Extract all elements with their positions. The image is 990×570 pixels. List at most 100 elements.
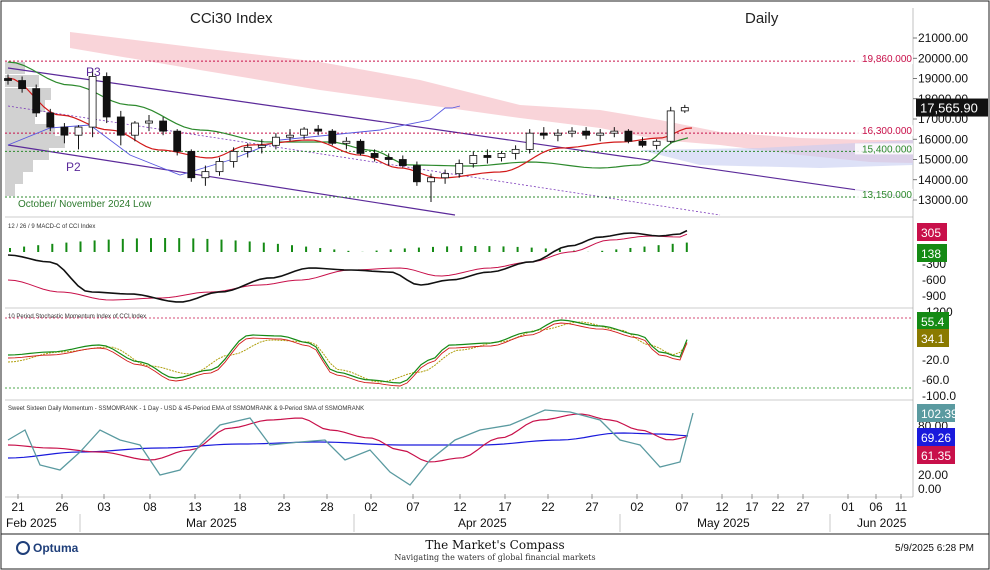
level-label-2: 15,400.000 xyxy=(862,144,912,155)
macd-tick-label-2: -900 xyxy=(922,289,946,303)
price-tick-label-6: 15000.00 xyxy=(918,153,968,167)
candle-body-45 xyxy=(638,140,647,146)
candle-body-22 xyxy=(314,128,323,132)
level-label-bg-0 xyxy=(855,53,913,65)
level-label-1: 16,300.000 xyxy=(862,126,912,137)
x-day-label-13: 27 xyxy=(585,500,599,514)
candle-body-41 xyxy=(582,130,590,136)
candle-body-1 xyxy=(18,80,27,90)
momentum-rank-line xyxy=(7,409,694,486)
candle-body-25 xyxy=(356,140,365,154)
x-day-label-22: 11 xyxy=(895,500,908,514)
price-tick-label-0: 21000.00 xyxy=(918,31,968,45)
stoch-value-label-0: 55.4 xyxy=(921,315,945,329)
x-day-label-14: 02 xyxy=(630,500,644,514)
candle-body-32 xyxy=(455,163,464,175)
macd-title: 12 / 26 / 9 MACD-C of CCI Index xyxy=(8,224,95,230)
annotation-oct-nov-low: October/ November 2024 Low xyxy=(18,199,152,210)
candle-body-39 xyxy=(554,132,562,136)
x-day-label-9: 07 xyxy=(406,500,420,514)
candle-body-44 xyxy=(624,130,633,142)
last-price-label: 17,565.90 xyxy=(920,101,978,116)
footer-brand[interactable]: Optuma xyxy=(16,541,78,555)
candle-body-7 xyxy=(102,76,111,118)
footer-timestamp: 5/9/2025 6:28 PM xyxy=(895,543,974,554)
price-tick-label-2: 19000.00 xyxy=(918,72,968,86)
candle-body-46 xyxy=(652,140,661,146)
momentum-title: Sweet Sixteen Daily Momentum - SSMOMRANK… xyxy=(8,406,364,412)
x-day-label-6: 23 xyxy=(277,500,291,514)
price-tick-label-8: 13000.00 xyxy=(918,193,968,207)
channel-lower-line xyxy=(7,144,456,216)
price-tick-label-7: 14000.00 xyxy=(918,173,968,187)
volume-profile-bar-4 xyxy=(5,112,35,124)
candle-body-19 xyxy=(271,136,280,146)
annotation-p2: P2 xyxy=(66,160,81,174)
macd-value-label-0: 305 xyxy=(921,226,941,240)
x-day-label-2: 03 xyxy=(97,500,111,514)
candle-body-38 xyxy=(539,132,548,136)
channel-upper-line xyxy=(7,67,914,199)
stoch-tick-label-1: -20.0 xyxy=(922,353,950,367)
x-day-label-17: 17 xyxy=(745,500,759,514)
macd-signal-line xyxy=(7,233,688,301)
brand-label: Optuma xyxy=(33,541,79,555)
base-line xyxy=(7,61,689,169)
x-month-label-3: May 2025 xyxy=(697,516,750,530)
x-day-label-7: 28 xyxy=(320,500,334,514)
volume-profile-bar-0 xyxy=(5,62,25,74)
x-day-label-18: 22 xyxy=(771,500,785,514)
level-label-bg-2 xyxy=(855,143,913,155)
momentum-value-box-2 xyxy=(917,446,955,464)
price-tick-label-1: 20000.00 xyxy=(918,51,968,65)
candle-body-20 xyxy=(286,134,294,138)
candle-body-11 xyxy=(159,120,168,132)
stoch-tick-label-2: -60.0 xyxy=(922,373,950,387)
candle-body-16 xyxy=(229,150,238,162)
last-price-box xyxy=(916,98,988,117)
candle-body-12 xyxy=(173,130,182,152)
candle-body-30 xyxy=(427,177,435,183)
x-day-label-15: 07 xyxy=(675,500,689,514)
price-tick-label-5: 16000.00 xyxy=(918,132,968,146)
ichimoku-cloud xyxy=(70,32,913,163)
candle-body-24 xyxy=(342,140,351,144)
stoch-line-shadow xyxy=(7,322,688,387)
momentum-ema-line xyxy=(7,432,689,459)
macd-line xyxy=(7,229,688,303)
x-day-label-1: 26 xyxy=(55,500,69,514)
candle-body-47 xyxy=(666,110,675,142)
optuma-logo-icon xyxy=(16,541,30,555)
momentum-value-label-2: 61.35 xyxy=(921,449,951,463)
x-month-label-2: Apr 2025 xyxy=(458,516,507,530)
x-day-label-20: 01 xyxy=(841,500,855,514)
candle-body-48 xyxy=(680,107,689,112)
x-month-label-1: Mar 2025 xyxy=(186,516,237,530)
candle-body-13 xyxy=(187,150,196,179)
candle-body-8 xyxy=(116,116,125,136)
x-day-label-10: 12 xyxy=(453,500,467,514)
level-label-bg-1 xyxy=(855,125,913,137)
candle-body-36 xyxy=(511,148,520,154)
candle-body-21 xyxy=(300,128,309,136)
x-day-label-8: 02 xyxy=(364,500,378,514)
x-day-label-19: 27 xyxy=(796,500,810,514)
x-day-label-12: 22 xyxy=(541,500,555,514)
stoch-title: 10 Period Stochastic Momentum Index of C… xyxy=(8,314,146,320)
stoch-value-label-1: 34.1 xyxy=(921,332,945,346)
chart-period: Daily xyxy=(745,10,779,27)
footer-center-subtitle: Navigating the waters of global financia… xyxy=(394,553,596,562)
candle-body-15 xyxy=(215,161,224,173)
x-day-label-0: 21 xyxy=(11,500,25,514)
candle-body-33 xyxy=(469,155,478,164)
level-label-3: 13,150.000 xyxy=(862,190,912,201)
volume-profile-bar-10 xyxy=(5,184,15,196)
macd-value-label-1: 138 xyxy=(921,247,941,261)
stoch-line xyxy=(7,319,688,384)
level-label-0: 19,860.000 xyxy=(862,54,912,65)
x-day-label-5: 18 xyxy=(233,500,247,514)
candle-body-27 xyxy=(384,157,393,160)
